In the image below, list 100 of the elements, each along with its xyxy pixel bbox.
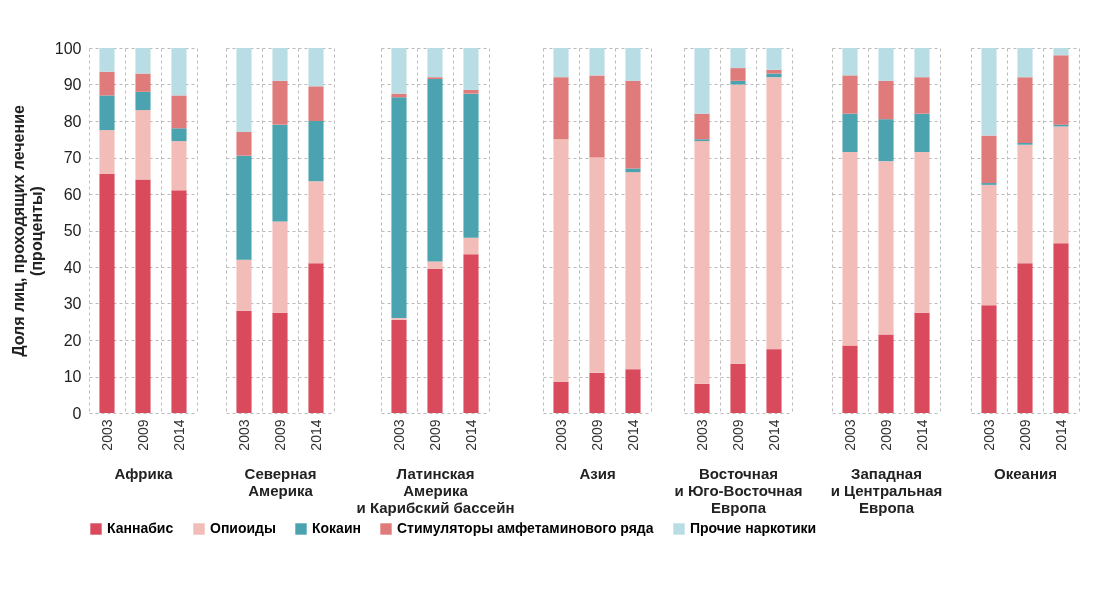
- bar: [135, 110, 151, 180]
- bar: [914, 48, 930, 78]
- bar: [589, 372, 605, 413]
- bar: [308, 181, 324, 264]
- x-tick-label: 2003: [693, 419, 710, 451]
- x-axis-title: Западная и Центральная Европа: [830, 464, 943, 516]
- bar: [589, 48, 605, 76]
- bar: [589, 157, 605, 373]
- x-tick-label: 2014: [624, 419, 641, 451]
- bar: [171, 141, 187, 191]
- y-tick-label: 50: [63, 222, 82, 239]
- bar: [463, 48, 479, 90]
- bar: [427, 261, 443, 269]
- bar: [625, 369, 641, 413]
- bar: [135, 179, 151, 413]
- bar: [553, 381, 569, 413]
- bar: [463, 89, 479, 94]
- y-tick-label: 100: [54, 39, 82, 57]
- bar: [730, 80, 746, 85]
- x-tick-label: 2009: [271, 419, 288, 451]
- bar: [766, 48, 782, 70]
- bar: [981, 135, 997, 184]
- bar: [842, 48, 858, 76]
- bar: [391, 319, 407, 413]
- bar: [171, 48, 187, 96]
- bar: [272, 48, 288, 81]
- bar: [236, 259, 252, 311]
- bar: [171, 190, 187, 413]
- bar: [553, 139, 569, 382]
- bar: [1053, 55, 1069, 125]
- bar: [842, 345, 858, 413]
- x-tick-label: 2003: [552, 419, 569, 451]
- x-tick-label: 2003: [98, 419, 115, 451]
- x-axis-title: Северная Америка: [244, 464, 317, 499]
- bar: [308, 263, 324, 413]
- bar: [914, 152, 930, 313]
- bar: [99, 95, 115, 131]
- bar: [99, 48, 115, 72]
- x-axis-title: Океания: [994, 464, 1057, 482]
- bar: [272, 312, 288, 413]
- bar: [135, 73, 151, 92]
- bar: [391, 97, 407, 319]
- bar: [878, 161, 894, 335]
- y-tick-label: 60: [63, 185, 82, 203]
- x-tick-label: 2003: [841, 419, 858, 451]
- x-tick-label: 2014: [462, 419, 479, 451]
- bar: [625, 168, 641, 173]
- bar: [99, 173, 115, 413]
- legend-label: Стимуляторы амфетаминового ряда: [397, 520, 654, 536]
- bar: [981, 305, 997, 413]
- x-axis-title: Восточная и Юго-Восточная Европа: [674, 464, 803, 516]
- bar: [236, 48, 252, 132]
- bar: [842, 152, 858, 346]
- x-tick-label: 2014: [913, 419, 930, 451]
- bar: [730, 84, 746, 364]
- x-tick-label: 2014: [170, 419, 187, 451]
- x-axis-title: Азия: [579, 464, 616, 482]
- bar: [99, 130, 115, 174]
- bar: [391, 48, 407, 94]
- legend-label: Прочие наркотики: [690, 520, 817, 536]
- bar: [694, 113, 710, 140]
- bar: [981, 184, 997, 306]
- bar: [427, 79, 443, 262]
- y-tick-label: 0: [72, 404, 82, 422]
- y-tick-label: 90: [63, 76, 82, 93]
- x-tick-label: 2009: [877, 419, 894, 451]
- bar: [730, 68, 746, 81]
- bar: [553, 48, 569, 78]
- y-tick-label: 40: [63, 258, 82, 276]
- bar: [730, 48, 746, 69]
- bar: [981, 48, 997, 136]
- bar: [694, 141, 710, 384]
- bar: [878, 80, 894, 120]
- bar: [272, 80, 288, 125]
- bar: [272, 124, 288, 222]
- bar: [589, 75, 605, 158]
- y-tick-label: 20: [63, 331, 82, 349]
- legend-label: Кокаин: [312, 520, 361, 536]
- bar: [625, 48, 641, 81]
- bar: [766, 69, 782, 74]
- bar: [236, 310, 252, 413]
- bar: [1053, 48, 1069, 56]
- x-tick-label: 2014: [1052, 419, 1069, 451]
- bar: [625, 172, 641, 370]
- bar: [766, 349, 782, 413]
- bar: [1017, 77, 1033, 143]
- bar: [878, 48, 894, 81]
- bar: [463, 254, 479, 413]
- bar: [1053, 243, 1069, 413]
- bar: [1017, 144, 1033, 264]
- bar: [766, 77, 782, 350]
- bar: [99, 71, 115, 96]
- bar: [427, 48, 443, 78]
- y-axis-title: Доля лиц, проходящих лечение (проценты): [9, 105, 45, 357]
- x-tick-label: 2014: [307, 419, 324, 451]
- bar: [914, 113, 930, 153]
- bar: [135, 91, 151, 111]
- y-tick-label: 70: [63, 149, 82, 166]
- bar: [308, 86, 324, 121]
- legend-label: Опиоиды: [210, 520, 276, 536]
